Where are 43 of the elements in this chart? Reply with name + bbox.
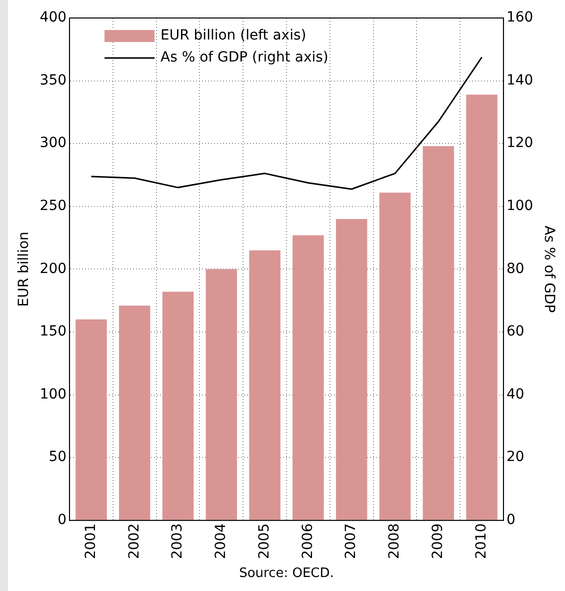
x-tick-label: 2006 xyxy=(300,523,316,560)
y-tick-label: 200 xyxy=(40,260,67,277)
y2-tick-label: 160 xyxy=(506,10,534,26)
y-tick-label: 50 xyxy=(48,449,67,466)
bar xyxy=(466,94,498,520)
y2-tick-label: 0 xyxy=(506,512,516,528)
y2-tick-label: 40 xyxy=(506,386,524,402)
source-note: Source: OECD. xyxy=(238,566,335,581)
y-axis-title: EUR billion xyxy=(16,232,32,307)
bar xyxy=(76,319,107,520)
y-tick-label: 300 xyxy=(40,135,67,152)
y2-tick-label: 60 xyxy=(506,324,524,340)
y2-axis-title: As % of GDP xyxy=(540,226,557,313)
bar xyxy=(422,146,454,520)
x-tick-label: 2004 xyxy=(213,523,230,560)
x-tick-label: 2001 xyxy=(82,523,99,560)
bar xyxy=(118,306,150,520)
x-tick-label: 2002 xyxy=(126,523,142,560)
bar xyxy=(249,250,280,520)
x-tick-label: 2009 xyxy=(430,523,446,560)
x-tick-label: 2003 xyxy=(170,523,186,560)
bar xyxy=(292,235,324,520)
legend-label: As % of GDP (right axis) xyxy=(160,50,328,66)
bar xyxy=(379,192,411,520)
y-tick-label: 100 xyxy=(40,386,67,402)
y-tick-label: 150 xyxy=(40,324,67,340)
x-tick-label: 2008 xyxy=(386,523,403,560)
y-tick-label: 400 xyxy=(40,10,67,26)
bar xyxy=(336,218,368,520)
bar xyxy=(206,269,238,520)
y2-tick-label: 140 xyxy=(506,72,534,88)
y2-tick-label: 120 xyxy=(506,135,534,152)
y-tick-label: 250 xyxy=(40,198,67,214)
y2-tick-label: 80 xyxy=(506,260,524,277)
y2-tick-label: 100 xyxy=(506,198,534,214)
x-tick-label: 2007 xyxy=(343,523,360,560)
legend-label: EUR billion (left axis) xyxy=(160,28,306,44)
bar xyxy=(162,292,194,520)
x-tick-label: 2010 xyxy=(473,523,490,560)
y-tick-label: 0 xyxy=(58,512,67,528)
y-tick-label: 350 xyxy=(40,72,67,88)
y2-tick-label: 20 xyxy=(506,449,524,466)
x-tick-label: 2005 xyxy=(256,523,272,560)
